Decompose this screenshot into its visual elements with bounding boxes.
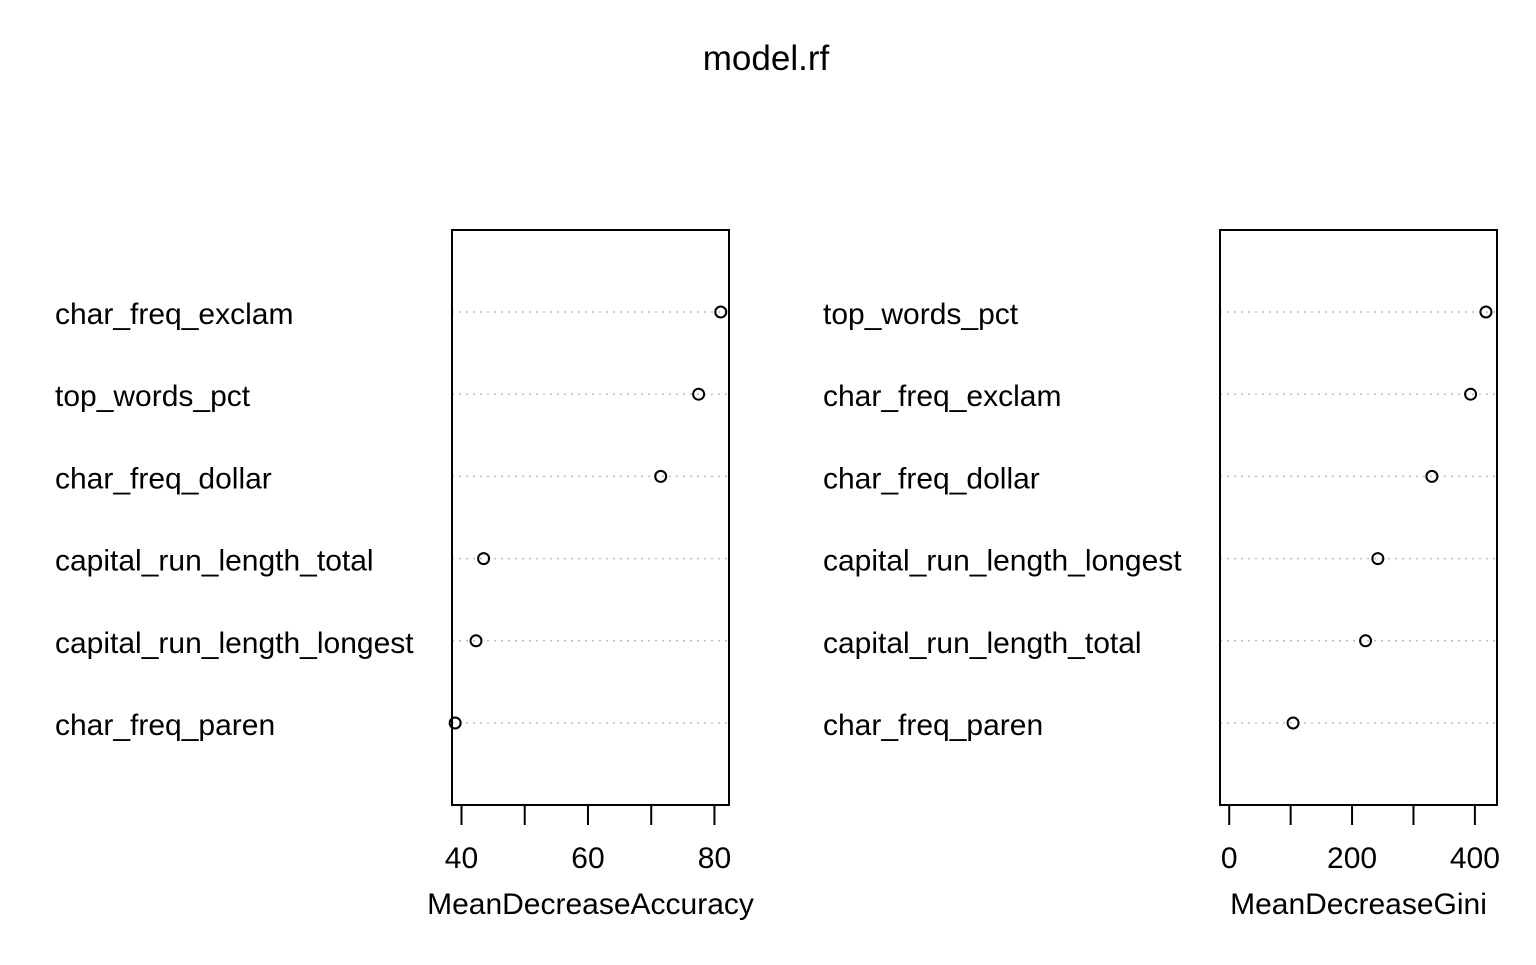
data-point — [1359, 634, 1373, 648]
data-point — [1425, 469, 1439, 483]
category-label: char_freq_exclam — [55, 298, 293, 331]
data-point — [1286, 716, 1300, 730]
data-point — [448, 716, 462, 730]
x-axis-label: MeanDecreaseGini — [1230, 888, 1487, 921]
category-label: capital_run_length_total — [823, 627, 1142, 660]
tick-label: 200 — [1327, 842, 1377, 875]
category-label: char_freq_paren — [55, 709, 275, 742]
category-label: capital_run_length_longest — [55, 627, 414, 660]
data-point — [477, 552, 491, 566]
data-point — [469, 634, 483, 648]
category-label: top_words_pct — [55, 380, 251, 413]
category-label: char_freq_exclam — [823, 380, 1061, 413]
category-label: char_freq_dollar — [55, 462, 272, 495]
data-point — [714, 305, 728, 319]
data-point — [654, 469, 668, 483]
chart-title: model.rf — [703, 39, 830, 78]
data-point — [1371, 552, 1385, 566]
category-label: char_freq_dollar — [823, 462, 1040, 495]
tick-label: 400 — [1450, 842, 1500, 875]
panel-mean-decrease-accuracy: char_freq_exclam top_words_pct char_freq_d… — [55, 229, 754, 921]
category-label: capital_run_length_total — [55, 545, 374, 578]
category-label: top_words_pct — [823, 298, 1019, 331]
x-axis-label: MeanDecreaseAccuracy — [427, 888, 754, 921]
tick-label: 0 — [1221, 842, 1238, 875]
panel-mean-decrease-gini: top_words_pct char_freq_exclam char_freq_d… — [823, 229, 1500, 921]
plot-box — [1219, 229, 1498, 806]
category-label: capital_run_length_longest — [823, 545, 1182, 578]
data-point — [1479, 305, 1493, 319]
tick-label: 60 — [571, 842, 604, 875]
tick-label: 80 — [698, 842, 731, 875]
data-point — [1464, 387, 1478, 401]
category-label: char_freq_paren — [823, 709, 1043, 742]
data-point — [692, 387, 706, 401]
plot-box — [451, 229, 730, 806]
tick-label: 40 — [445, 842, 478, 875]
